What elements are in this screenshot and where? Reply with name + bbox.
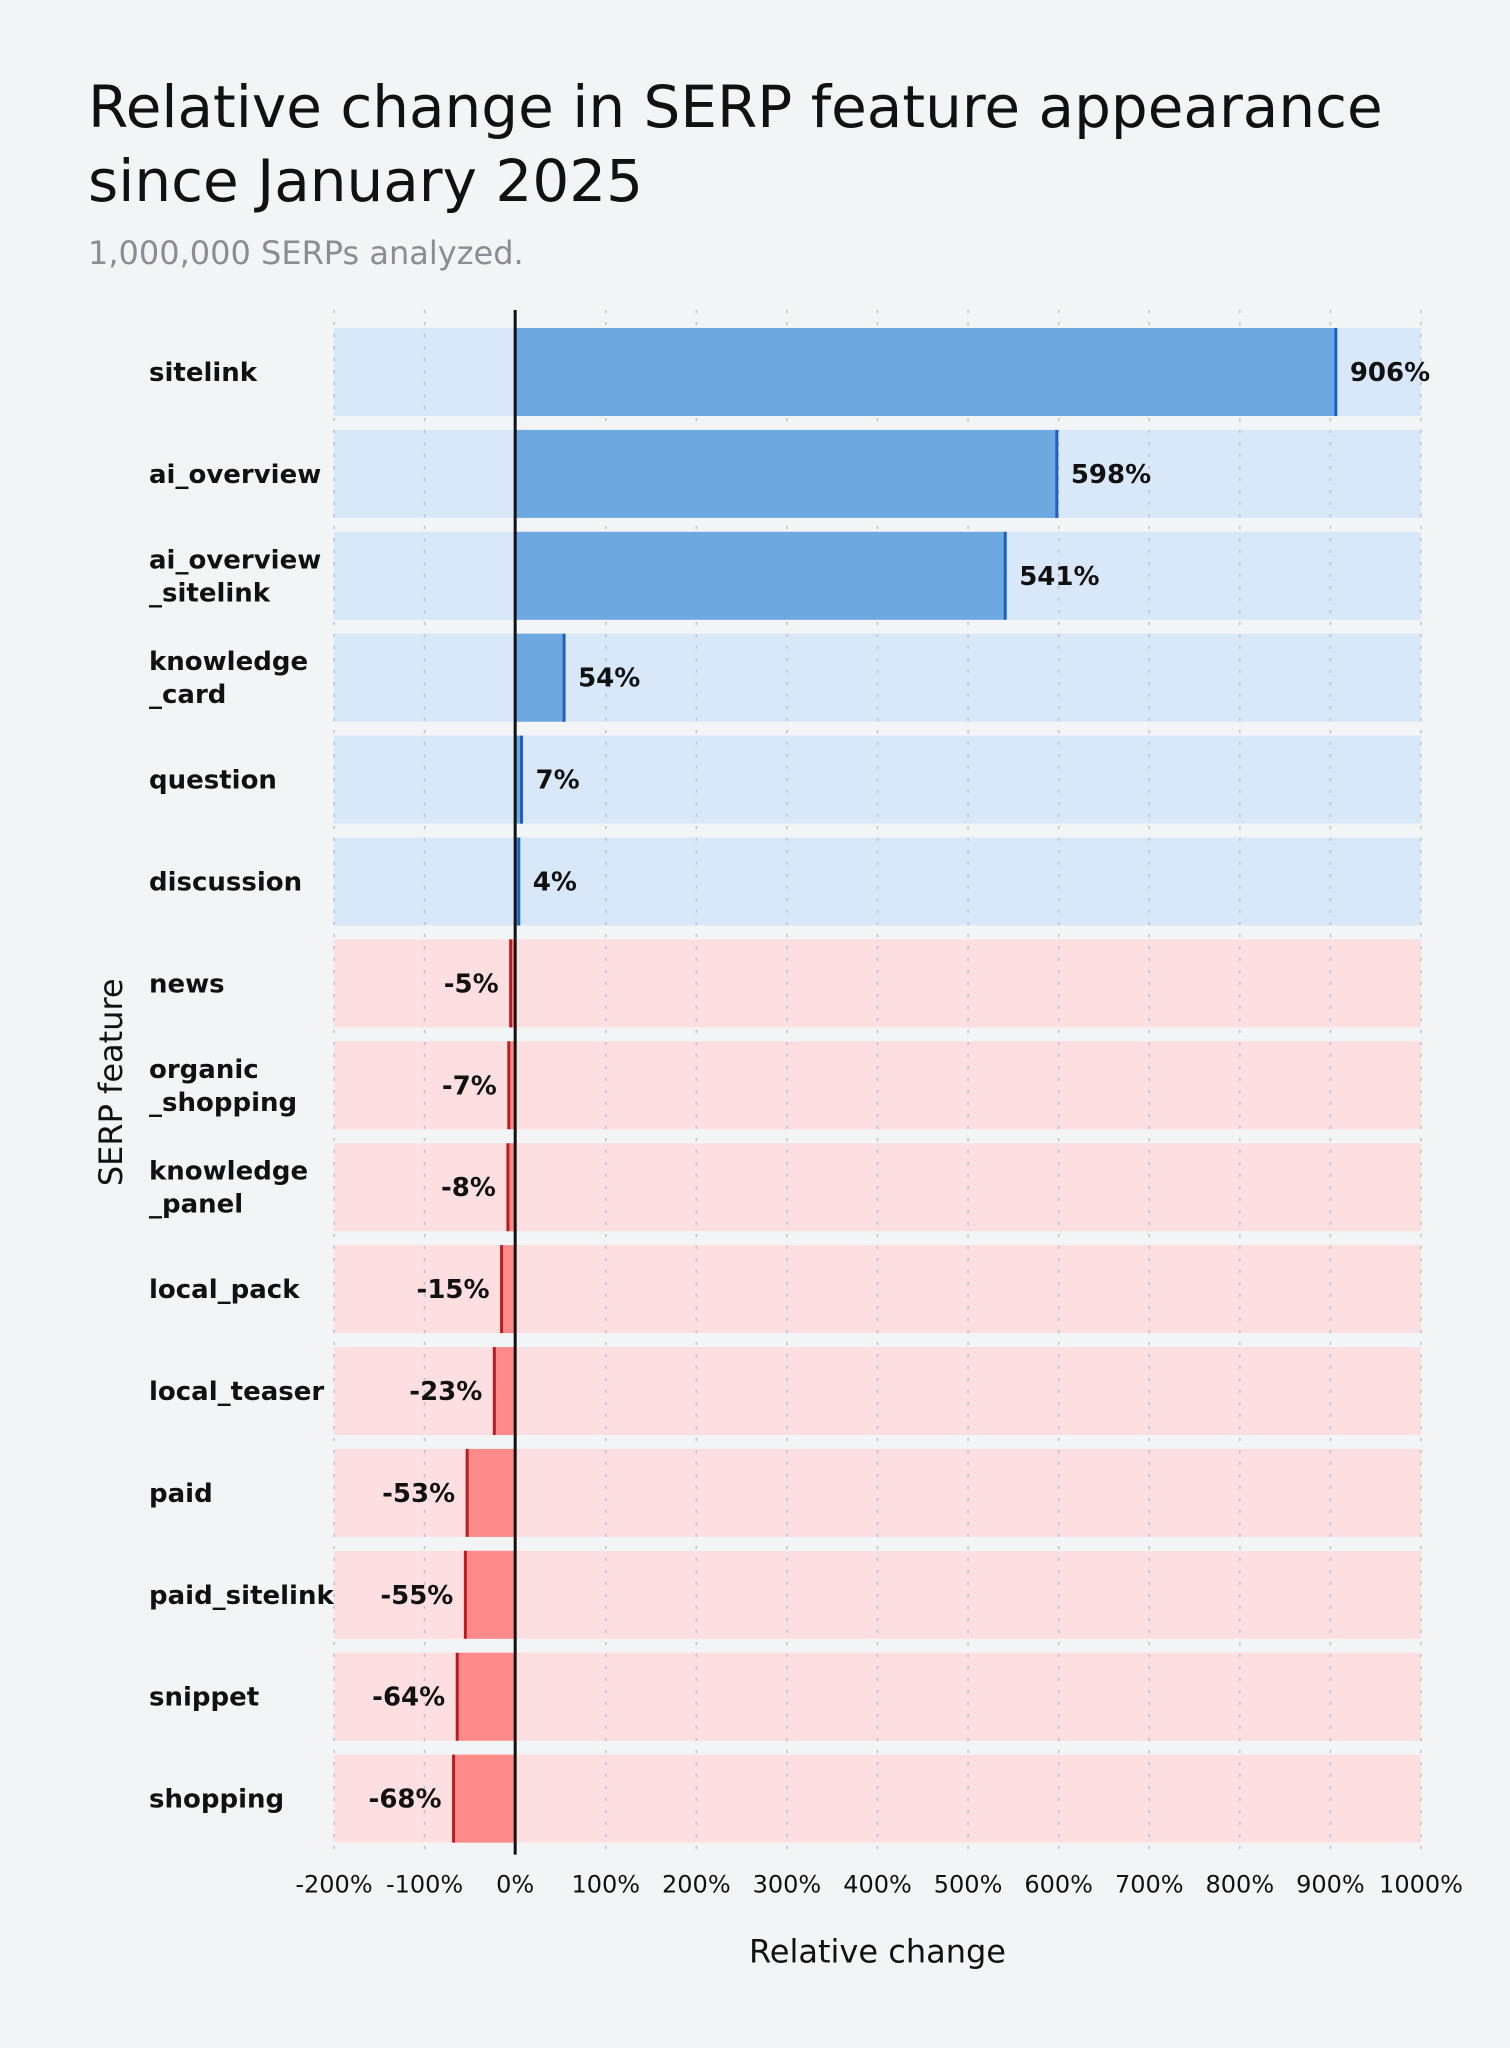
- x-tick-label: -100%: [386, 1871, 463, 1899]
- value-label: 541%: [1019, 562, 1099, 592]
- bar: [515, 531, 1006, 620]
- x-tick-label: 100%: [571, 1871, 640, 1899]
- x-tick-label: 700%: [1115, 1871, 1184, 1899]
- bar: [501, 1245, 516, 1334]
- bar: [515, 735, 522, 824]
- x-tick-label: 900%: [1296, 1871, 1365, 1899]
- value-labels: 906% 598% 541% 54% 7% 4% -5% -7% -8% -15% -23% -53%…: [369, 358, 1431, 1815]
- x-tick-label: 500%: [934, 1871, 1003, 1899]
- value-label: -68%: [369, 1785, 442, 1815]
- x-tick-label: 0%: [496, 1871, 534, 1899]
- category-label: ai_overview _sitelink: [149, 545, 321, 608]
- value-label: -7%: [442, 1071, 497, 1101]
- category-label: question: [149, 766, 277, 796]
- bar: [494, 1347, 516, 1435]
- value-label: 4%: [533, 868, 577, 898]
- x-tick-label: -200%: [295, 1871, 372, 1899]
- x-axis-title: Relative change: [749, 1933, 1006, 1971]
- bar: [515, 633, 565, 722]
- bar: [515, 328, 1336, 416]
- category-label: paid: [149, 1479, 213, 1509]
- value-label: -53%: [382, 1479, 455, 1509]
- bar: [510, 939, 516, 1028]
- category-label: knowledge _panel: [149, 1157, 308, 1220]
- bar: [515, 837, 519, 926]
- category-label: sitelink: [149, 358, 258, 388]
- bars: [452, 328, 1338, 1843]
- category-label: local_pack: [149, 1275, 300, 1305]
- category-label: discussion: [149, 868, 302, 898]
- category-label: snippet: [149, 1683, 259, 1713]
- value-label: -5%: [444, 969, 499, 999]
- category-label: paid_sitelink: [149, 1581, 334, 1611]
- value-label: -23%: [409, 1377, 482, 1407]
- chart-subtitle: 1,000,000 SERPs analyzed.: [88, 234, 524, 272]
- x-tick-label: 300%: [753, 1871, 822, 1899]
- x-tick-label: 800%: [1206, 1871, 1275, 1899]
- category-label: ai_overview: [149, 460, 321, 490]
- x-tick-label: 400%: [843, 1871, 912, 1899]
- category-label: local_teaser: [149, 1377, 324, 1407]
- category-label: news: [149, 969, 225, 999]
- bar: [467, 1448, 516, 1537]
- category-labels: sitelink ai_overview ai_overview _sitelinkk…: [149, 358, 334, 1815]
- x-tick-label: 1000%: [1379, 1871, 1463, 1899]
- chart-title: Relative change in SERP feature appearan…: [88, 73, 1383, 215]
- x-tick-labels: -200% -100% 0% 100% 200% 300% 400% 500% 600% 700%…: [295, 1871, 1463, 1899]
- value-label: -64%: [372, 1683, 445, 1713]
- bar: [508, 1041, 516, 1130]
- value-label: 906%: [1350, 358, 1430, 388]
- bar: [507, 1143, 516, 1232]
- x-tick-label: 600%: [1024, 1871, 1093, 1899]
- value-label: 7%: [536, 766, 580, 796]
- value-label: 54%: [578, 664, 640, 694]
- category-label: shopping: [149, 1785, 284, 1815]
- bar: [457, 1652, 516, 1741]
- value-label: 598%: [1071, 460, 1151, 490]
- value-label: -15%: [417, 1275, 490, 1305]
- category-label: knowledge _card: [149, 647, 308, 710]
- bar: [465, 1550, 516, 1639]
- value-label: -8%: [441, 1173, 496, 1203]
- bar: [515, 429, 1057, 518]
- bar: [453, 1754, 516, 1843]
- y-axis-title: SERP feature: [92, 978, 130, 1186]
- category-label: organic _shopping: [149, 1055, 297, 1118]
- value-label: -55%: [380, 1581, 453, 1611]
- x-tick-label: 200%: [662, 1871, 731, 1899]
